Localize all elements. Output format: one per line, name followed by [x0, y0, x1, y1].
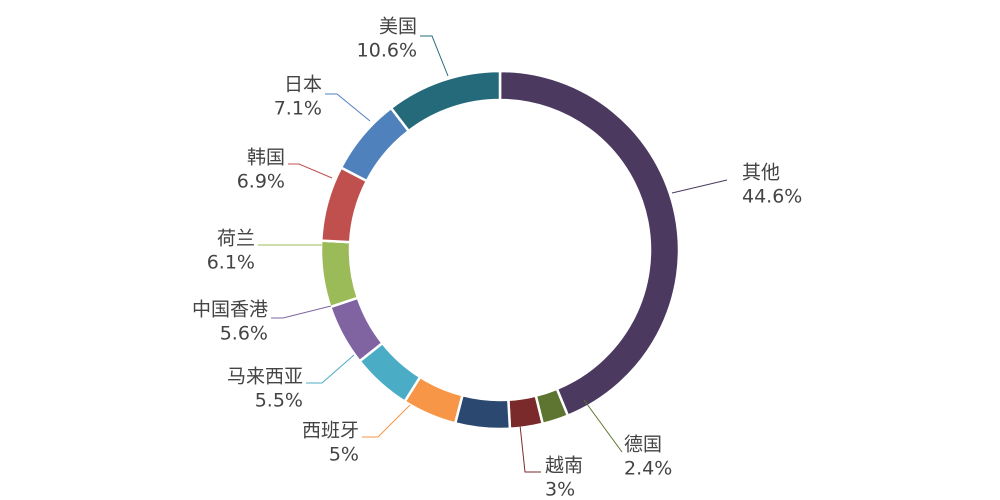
leader-line-0 — [671, 179, 728, 194]
leaders-layer — [258, 35, 728, 473]
slice-label-name-9: 日本 — [284, 74, 322, 96]
slice-label-value-6: 5.6% — [220, 323, 268, 345]
slice-label-value-1: 2.4% — [624, 458, 672, 480]
slice-label-value-0: 44.6% — [742, 186, 802, 208]
donut-slice-10 — [389, 69, 502, 133]
donut-slice-3 — [453, 393, 512, 431]
leader-line-10 — [420, 35, 449, 77]
slice-label-name-7: 荷兰 — [217, 228, 255, 250]
leader-line-1 — [583, 399, 623, 453]
donut-slice-2 — [507, 394, 545, 431]
donut-slice-7 — [319, 239, 360, 309]
slice-label-value-4: 5% — [329, 444, 359, 466]
leader-line-8 — [288, 163, 333, 179]
donut-slice-0 — [498, 69, 681, 418]
leader-line-6 — [271, 305, 332, 319]
slice-label-value-9: 7.1% — [274, 98, 322, 120]
slice-label-name-2: 越南 — [545, 455, 583, 477]
slice-label-name-4: 西班牙 — [302, 420, 359, 442]
leader-line-9 — [325, 93, 371, 122]
slice-label-name-5: 马来西亚 — [227, 366, 303, 388]
slice-label-value-8: 6.9% — [237, 171, 285, 193]
slice-label-name-10: 美国 — [379, 16, 417, 38]
slice-label-name-0: 其他 — [742, 162, 780, 184]
leader-line-2 — [519, 424, 541, 473]
slice-label-value-5: 5.5% — [255, 390, 303, 412]
leader-line-4 — [362, 404, 411, 438]
slice-label-name-6: 中国香港 — [192, 299, 268, 321]
slice-label-value-10: 10.6% — [357, 40, 417, 62]
slice-label-value-2: 3% — [545, 479, 575, 500]
slice-label-name-1: 德国 — [624, 434, 662, 456]
slices-layer — [319, 69, 681, 431]
leader-line-5 — [306, 354, 355, 384]
slice-label-value-7: 6.1% — [207, 252, 255, 274]
slice-label-name-8: 韩国 — [247, 147, 285, 169]
